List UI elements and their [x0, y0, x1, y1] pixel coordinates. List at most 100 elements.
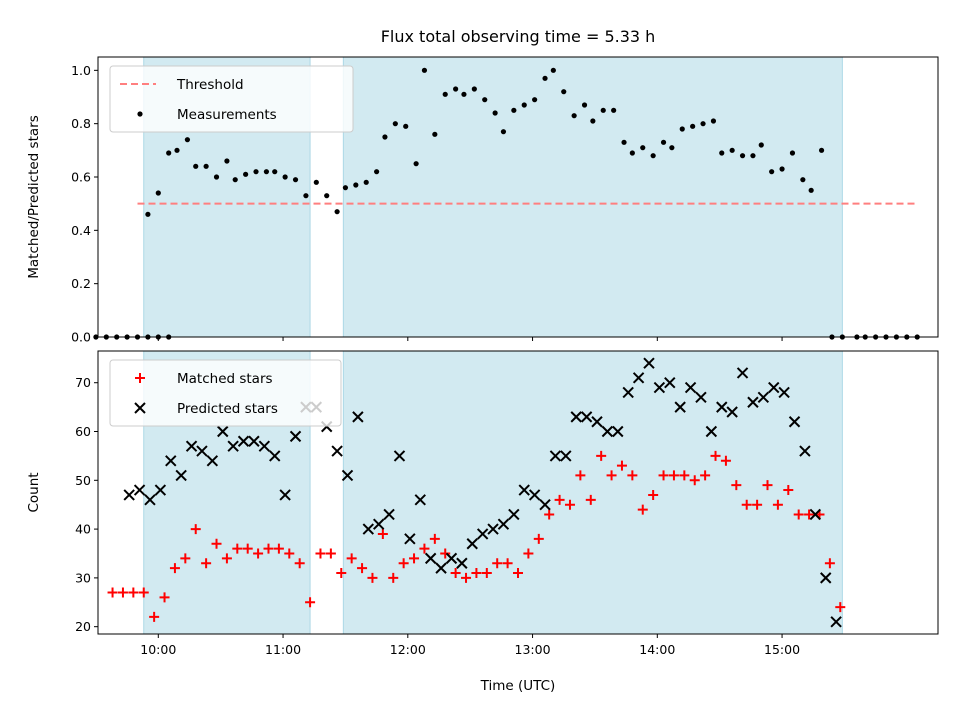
matched-star-point: [471, 568, 482, 579]
measurement-point: [660, 139, 667, 145]
measurement-point: [629, 150, 635, 156]
predicted-star-point: [757, 391, 770, 404]
measurement-point: [342, 185, 349, 191]
legend-label: Predicted stars: [177, 401, 278, 417]
matched-star-point: [440, 548, 451, 559]
matched-star-point: [502, 558, 513, 569]
matched-star-point: [294, 558, 305, 569]
matched-star-point: [596, 450, 607, 461]
predicted-star-point: [248, 435, 260, 447]
predicted-star-point: [154, 484, 167, 496]
predicted-star-point: [560, 450, 572, 462]
predicted-star-point: [695, 391, 707, 404]
x-tick-label: 13:00: [515, 642, 551, 657]
measurement-point: [511, 107, 517, 113]
measurement-point: [313, 179, 319, 185]
predicted-star-point: [726, 406, 738, 418]
matched-star-point: [741, 499, 752, 510]
observing-window-2: [342, 56, 843, 338]
matched-star-point: [772, 499, 783, 510]
predicted-star-point: [830, 616, 842, 628]
predicted-star-point: [632, 372, 645, 384]
matched-star-point: [284, 548, 295, 559]
predicted-star-point: [133, 484, 146, 496]
measurement-point: [571, 113, 577, 119]
bottom-x-axis-ticks: 10:00 11:00 12:00 13:00 14:00 15:00: [140, 634, 800, 657]
matched-star-point: [107, 587, 118, 598]
matched-star-point: [689, 475, 700, 486]
measurement-point: [243, 171, 249, 177]
predicted-star-point: [165, 455, 177, 467]
predicted-star-point: [528, 489, 541, 501]
measurement-point: [600, 107, 606, 113]
measurement-point: [521, 102, 527, 108]
matched-star-point: [533, 533, 544, 544]
measurement-point: [263, 169, 270, 175]
matched-star-point: [710, 450, 721, 461]
matched-star-point: [232, 543, 243, 554]
bottom-y-axis-ticks: 20 30 40 50 60 70: [75, 375, 98, 634]
predicted-star-point: [809, 508, 822, 521]
y-tick-label: 70: [75, 375, 91, 390]
predicted-star-point: [736, 367, 749, 379]
measurement-point: [232, 177, 238, 183]
predicted-star-point: [612, 425, 624, 438]
measurement-point: [500, 129, 507, 135]
matched-star-point: [575, 470, 586, 481]
predicted-star-point: [653, 381, 666, 394]
measurement-point: [442, 91, 448, 97]
matched-star-point: [180, 553, 191, 564]
predicted-star-point: [466, 538, 478, 550]
measurement-point: [700, 121, 706, 127]
predicted-star-point: [237, 435, 250, 447]
matched-star-point: [544, 509, 555, 520]
chart-title: Flux total observing time = 5.33 h: [381, 27, 656, 46]
matched-star-point: [325, 548, 336, 559]
legend-matched-swatch: [135, 373, 145, 383]
measurement-point: [621, 139, 627, 145]
matched-star-point: [242, 543, 253, 554]
predicted-star-point: [580, 411, 593, 423]
measurement-point: [303, 193, 309, 199]
measurement-point: [392, 121, 398, 127]
matched-star-point: [253, 548, 264, 559]
measurement-point: [818, 147, 825, 153]
matched-star-point: [700, 470, 711, 481]
predicted-star-point: [778, 386, 790, 399]
matched-star-point: [783, 485, 794, 496]
measurement-point: [669, 145, 675, 151]
predicted-star-point: [331, 445, 343, 457]
top-plot-frame: [97, 56, 939, 338]
predicted-star-point: [196, 445, 208, 457]
measurement-point: [382, 134, 388, 140]
measurement-point: [492, 110, 498, 116]
matched-star-point: [616, 460, 627, 471]
predicted-star-point: [788, 416, 801, 428]
matched-star-point: [637, 504, 648, 515]
predicted-star-point: [497, 518, 510, 530]
matched-star-point: [752, 499, 763, 510]
matched-star-point: [409, 553, 420, 564]
predicted-star-point: [258, 440, 271, 452]
measurement-point: [789, 150, 796, 156]
predicted-star-point: [289, 430, 302, 443]
y-tick-label: 1.0: [71, 63, 91, 78]
top-legend: Threshold Measurements: [109, 65, 354, 133]
measurement-point: [590, 118, 596, 124]
predicted-star-point: [684, 381, 697, 394]
matched-star-point: [461, 572, 472, 583]
predicted-star-point: [664, 377, 676, 389]
matched-star-point: [804, 509, 815, 520]
measurement-point: [421, 67, 428, 73]
measurement-point: [453, 86, 459, 92]
predicted-star-point: [622, 386, 634, 399]
x-axis-label: Time (UTC): [480, 678, 556, 694]
measurement-point: [224, 158, 230, 164]
measurement-point: [432, 131, 438, 137]
x-tick-label: 11:00: [265, 642, 301, 657]
predicted-star-point: [549, 450, 562, 462]
matched-star-point: [554, 494, 565, 505]
count-points: [107, 357, 846, 628]
measurement-point: [719, 150, 725, 156]
measurement-point: [282, 174, 288, 180]
